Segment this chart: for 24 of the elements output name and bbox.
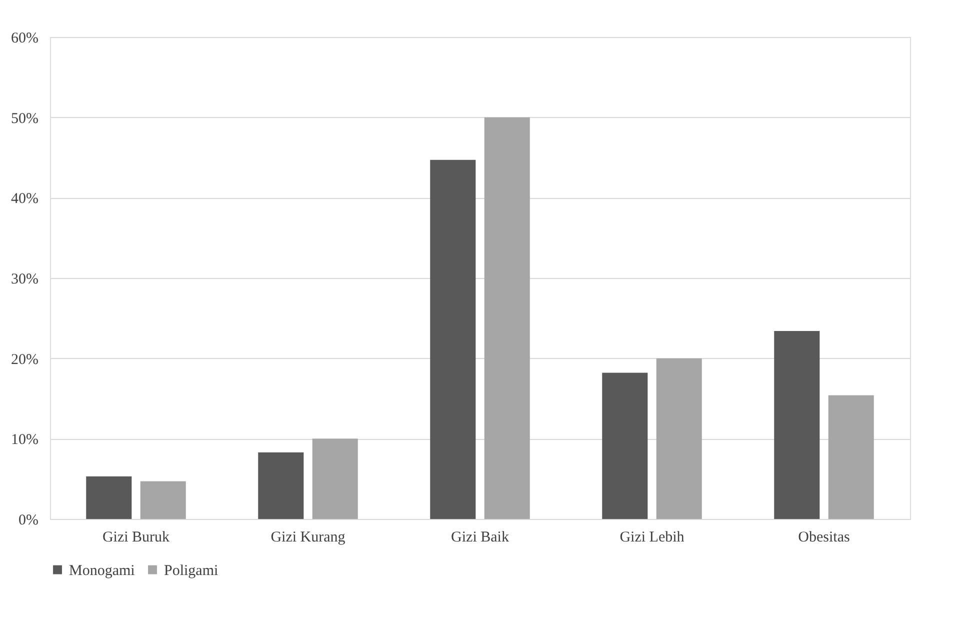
bar — [258, 452, 304, 519]
y-tick-label: 40% — [11, 191, 38, 208]
x-tick-label: Gizi Kurang — [270, 530, 346, 546]
y-tick-label: 60% — [11, 30, 38, 46]
legend-label: Monogami — [69, 562, 135, 579]
x-tick-label: Gizi Baik — [451, 530, 510, 546]
bar — [312, 438, 358, 519]
legend-label: Poligami — [164, 562, 218, 579]
bar — [602, 372, 648, 519]
y-tick-label: 20% — [11, 352, 38, 368]
y-tick-label: 0% — [18, 512, 38, 528]
y-tick-label: 10% — [11, 432, 38, 448]
y-tick-label: 50% — [11, 110, 38, 127]
bar — [656, 358, 702, 519]
bar — [86, 476, 132, 519]
y-tick-label: 30% — [11, 272, 38, 288]
bar — [140, 481, 186, 519]
bar — [430, 160, 476, 519]
x-tick-label: Gizi Lebih — [620, 530, 685, 546]
bar — [828, 395, 874, 519]
x-tick-label: Obesitas — [798, 530, 850, 546]
x-tick-label: Gizi Buruk — [102, 530, 170, 546]
bar — [484, 117, 530, 519]
bar — [774, 331, 820, 519]
